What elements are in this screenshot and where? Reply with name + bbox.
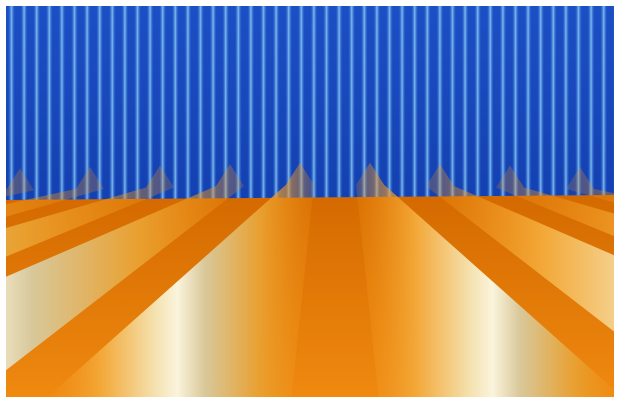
stripe: [58, 6, 65, 206]
grating-stripes: [8, 6, 620, 206]
image-content: [0, 6, 620, 403]
surface-image: [0, 0, 620, 403]
stripe: [550, 6, 557, 206]
page: (() => { const ns = 'http://www.w3.org/2…: [0, 0, 620, 403]
stripe: [285, 6, 292, 206]
stripe: [147, 6, 154, 206]
stripe: [411, 6, 418, 206]
stripe: [260, 6, 267, 206]
stripe: [487, 6, 494, 206]
stripe: [121, 6, 128, 206]
stripe: [46, 6, 53, 206]
stripe: [613, 6, 620, 206]
stripe: [449, 6, 456, 206]
stripe: [109, 6, 116, 206]
stripe: [96, 6, 103, 206]
stripe: [8, 6, 15, 206]
stripe: [323, 6, 330, 206]
stripe: [33, 6, 40, 206]
stripe: [537, 6, 544, 206]
stripe: [399, 6, 406, 206]
stripe: [474, 6, 481, 206]
stripe: [172, 6, 179, 206]
stripe: [184, 6, 191, 206]
stripe: [273, 6, 280, 206]
stripe: [247, 6, 254, 206]
stripe: [71, 6, 78, 206]
stripe: [197, 6, 204, 206]
stripe: [562, 6, 569, 206]
stripe: [600, 6, 607, 206]
stripe: [134, 6, 141, 206]
stripe: [310, 6, 317, 206]
stripe: [462, 6, 469, 206]
stripe: [386, 6, 393, 206]
stripe: [210, 6, 217, 206]
stripe: [424, 6, 431, 206]
stripe: [348, 6, 355, 206]
stripe: [336, 6, 343, 206]
stripe: [525, 6, 532, 206]
stripe: [588, 6, 595, 206]
